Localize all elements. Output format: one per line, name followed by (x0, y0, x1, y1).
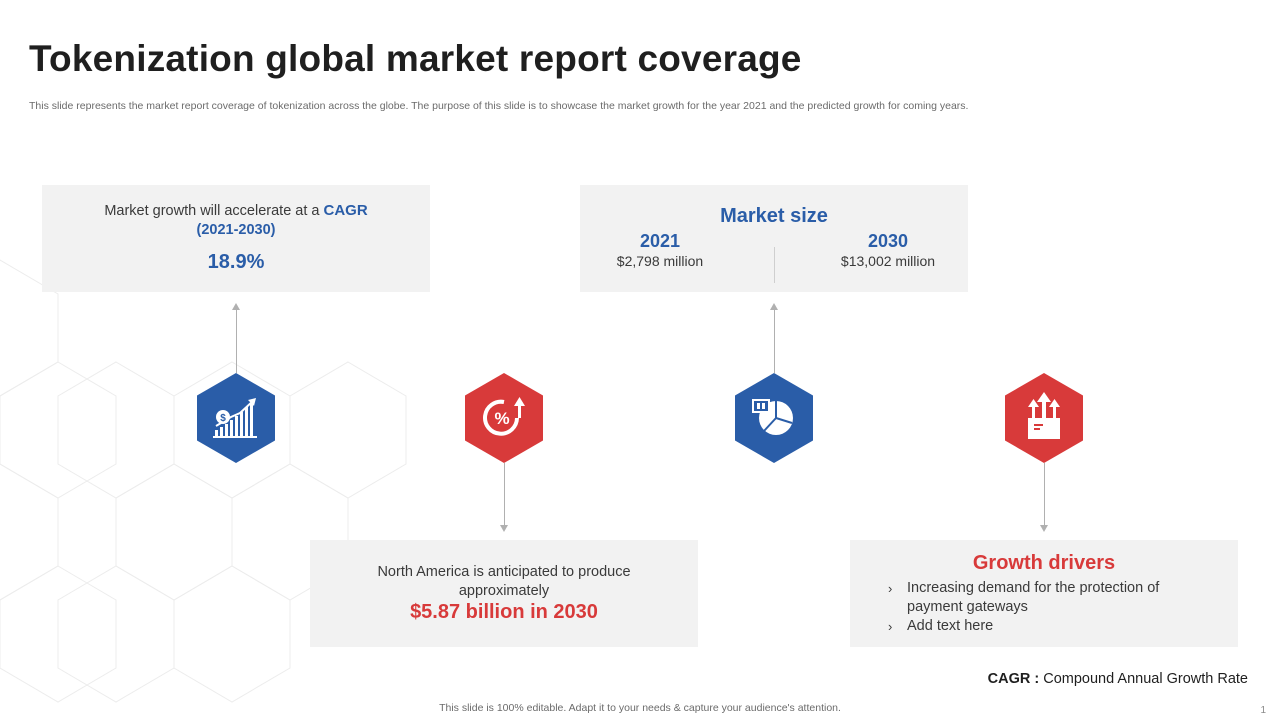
arrow-down-icon (1040, 525, 1048, 532)
arrow-down-icon (500, 525, 508, 532)
growth-drivers-title: Growth drivers (972, 552, 1116, 574)
growth-driver-text: Add text here (907, 618, 994, 634)
svg-text:$: $ (220, 413, 226, 424)
editable-note: This slide is 100% editable. Adapt it to… (439, 702, 841, 714)
footnote-text: Compound Annual Growth Rate (1043, 671, 1248, 687)
connector-line-2 (504, 463, 505, 526)
chevron-right-icon: › (888, 619, 893, 634)
market-size-box: Market size 2021 $2,798 million 2030 $13… (580, 185, 968, 292)
connector-line-3 (774, 310, 775, 373)
footnote-label: CAGR : (987, 671, 1040, 687)
cagr-footnote: CAGR : Compound Annual Growth Rate (988, 671, 1248, 687)
percent-growth-icon: % (464, 373, 544, 463)
page-title: Tokenization global market report covera… (29, 38, 802, 79)
market-size-2030: 2030 $13,002 million (808, 231, 968, 269)
growth-driver-text: Increasing demand for the protection of … (907, 580, 1160, 615)
growth-driver-item: › Add text here (888, 617, 1218, 636)
cagr-accent: CAGR (323, 202, 368, 219)
na-text-line2: approximately (458, 583, 550, 599)
market-value-right: $13,002 million (840, 253, 936, 269)
na-value: $5.87 billion in 2030 (410, 601, 598, 623)
cagr-box: Market growth will accelerate at a CAGR … (42, 185, 430, 292)
svg-text:%: % (494, 409, 509, 428)
cagr-text: Market growth will accelerate at a (104, 203, 320, 219)
market-size-2021: 2021 $2,798 million (580, 231, 740, 269)
growth-drivers-list: › Increasing demand for the protection of… (888, 579, 1218, 636)
market-pie-chart-icon (734, 373, 814, 463)
growth-drivers-box: Growth drivers › Increasing demand for th… (850, 540, 1238, 647)
hexagon-background-pattern (0, 259, 407, 703)
page-number: 1 (1260, 705, 1266, 716)
arrow-up-icon (770, 303, 778, 310)
box-growth-arrows-icon (1004, 373, 1084, 463)
connector-line-1 (236, 310, 237, 373)
north-america-box: North America is anticipated to produce … (310, 540, 698, 647)
market-divider (774, 247, 775, 283)
na-text-line1: North America is anticipated to produce (377, 564, 631, 580)
chevron-right-icon: › (888, 581, 893, 596)
market-year-right: 2030 (867, 231, 909, 251)
cagr-value: 18.9% (207, 251, 265, 273)
connector-line-4 (1044, 463, 1045, 526)
dollar-growth-chart-icon: $ (196, 373, 276, 463)
market-size-title: Market size (720, 205, 828, 227)
market-year-left: 2021 (639, 231, 681, 251)
page-subtitle: This slide represents the market report … (29, 100, 969, 112)
market-value-left: $2,798 million (616, 253, 704, 269)
cagr-text-line: Market growth will accelerate at a CAGR (42, 202, 430, 219)
arrow-up-icon (232, 303, 240, 310)
cagr-years: (2021-2030) (196, 222, 276, 238)
growth-driver-item: › Increasing demand for the protection of… (888, 579, 1218, 617)
